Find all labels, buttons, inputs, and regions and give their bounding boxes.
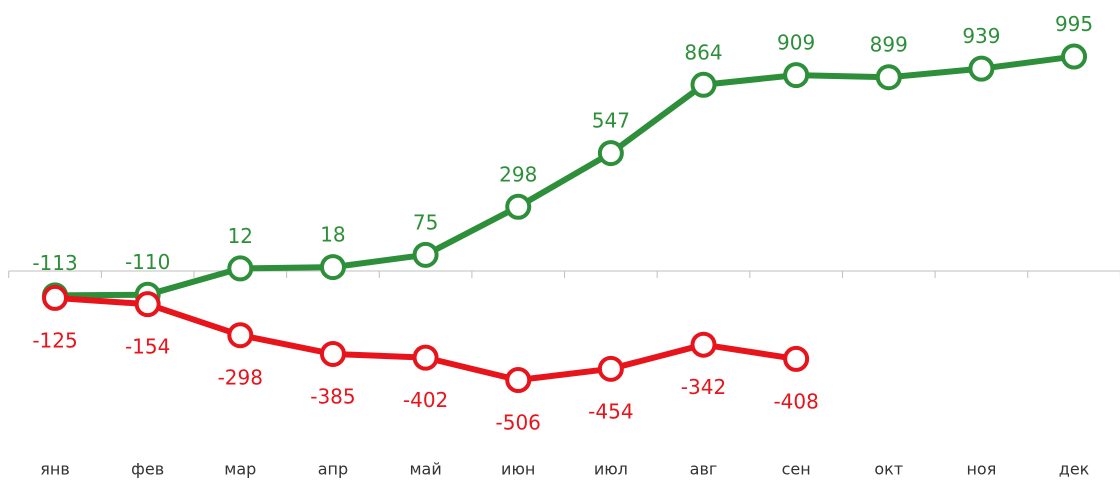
value-label: 995	[1055, 12, 1093, 36]
marker	[319, 340, 346, 367]
x-tick-label: ноя	[966, 460, 996, 479]
marker	[1061, 43, 1088, 70]
value-label: 909	[777, 31, 815, 55]
marker	[505, 367, 532, 394]
x-tick-label: июл	[594, 460, 628, 479]
x-tick-label: мар	[224, 460, 256, 479]
marker	[597, 355, 624, 382]
marker	[227, 255, 254, 282]
value-label: -342	[681, 375, 726, 399]
x-tick-label: сен	[782, 460, 811, 479]
marker	[690, 331, 717, 358]
value-label: -154	[125, 335, 170, 359]
marker	[412, 241, 439, 268]
marker	[42, 284, 69, 311]
value-label: 12	[228, 224, 253, 248]
marker	[968, 55, 995, 82]
x-tick-label: июн	[501, 460, 535, 479]
x-tick-label: апр	[318, 460, 348, 479]
value-label: 864	[684, 40, 722, 64]
value-label: -385	[310, 384, 355, 408]
marker	[319, 254, 346, 281]
value-label: -506	[496, 411, 541, 435]
marker	[597, 140, 624, 167]
marker	[783, 62, 810, 89]
value-label: 547	[592, 109, 630, 133]
value-label: -298	[218, 366, 263, 390]
marker	[875, 64, 902, 91]
series-line	[54, 53, 1075, 299]
marker	[783, 345, 810, 372]
value-label: -125	[32, 328, 77, 352]
value-label: 298	[499, 162, 537, 186]
x-tick-label: авг	[690, 460, 718, 479]
marker	[505, 193, 532, 220]
marker	[227, 322, 254, 349]
value-label: 939	[962, 24, 1000, 48]
x-tick-label: янв	[40, 460, 70, 479]
x-tick-label: фев	[131, 460, 164, 479]
value-label: -454	[588, 399, 633, 423]
value-label: 18	[320, 223, 345, 247]
marker	[134, 291, 161, 318]
value-label: -402	[403, 388, 448, 412]
value-label: -113	[32, 251, 77, 275]
x-tick-label: май	[409, 460, 441, 479]
x-tick-label: окт	[874, 460, 903, 479]
marker	[412, 344, 439, 371]
value-label: -408	[773, 389, 818, 413]
marker	[690, 71, 717, 98]
value-label: 75	[413, 210, 438, 234]
value-label: 899	[870, 33, 908, 57]
x-tick-label: дек	[1059, 460, 1090, 479]
value-label: -110	[125, 250, 170, 274]
